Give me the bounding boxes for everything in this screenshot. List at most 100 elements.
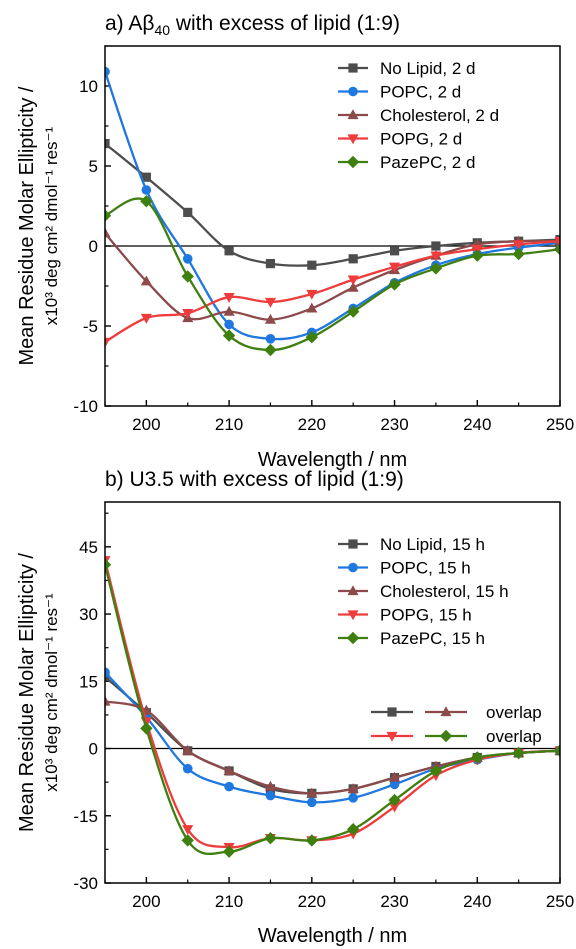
- y-axis-label-line2: x10³ deg cm² dmol⁻¹ res⁻¹: [42, 593, 61, 792]
- x-tick-label: 210: [215, 892, 243, 911]
- data-point-pazepc-15-h: [305, 834, 319, 847]
- data-point-popc-15-h: [105, 667, 110, 678]
- data-point-pazepc-15-h: [105, 558, 112, 571]
- chart-panel-b: b) U3.5 with excess of lipid (1:9) 200 210…: [16, 468, 574, 947]
- y-axis-label-line1: Mean Residue Molar Ellipticity /: [16, 86, 38, 365]
- data-point-popc-2-d: [265, 334, 276, 344]
- legend-label: POPC, 2 d: [380, 83, 461, 102]
- data-point-no-lipid-2-d: [224, 246, 234, 256]
- data-point-pazepc-2-d: [429, 262, 443, 275]
- plot-frame: [104, 501, 561, 884]
- x-axis-label: Wavelength / nm: [258, 449, 407, 471]
- data-point-pazepc-2-d: [222, 329, 236, 342]
- data-point-pazepc-2-d: [553, 242, 560, 256]
- legend-marker: [347, 585, 359, 596]
- data-point-cholesterol-15-h: [347, 783, 359, 794]
- data-point-popg-2-d: [347, 275, 359, 286]
- data-point-popc-2-d: [182, 253, 193, 264]
- data-point-popg-2-d: [105, 337, 111, 348]
- x-tick-label: 200: [132, 892, 160, 911]
- data-point-popg-15-h: [389, 802, 401, 813]
- data-point-no-lipid-2-d: [183, 207, 193, 217]
- data-point-popc-15-h: [389, 779, 400, 790]
- data-point-pazepc-2-d: [388, 278, 401, 291]
- plot-frame: [104, 45, 561, 407]
- legend-marker: [347, 109, 359, 120]
- legend-label: PazePC, 2 d: [380, 153, 475, 172]
- x-axis-label: Wavelength / nm: [258, 925, 407, 947]
- legend-label: PazePC, 15 h: [380, 629, 485, 648]
- overlap-marker: [440, 706, 452, 717]
- overlap-label: overlap: [486, 727, 542, 746]
- data-point-popc-2-d: [141, 185, 152, 195]
- data-point-cholesterol-15-h: [306, 787, 318, 798]
- legend-label: Cholesterol, 2 d: [380, 106, 499, 125]
- data-point-popg-15-h: [182, 825, 194, 835]
- data-point-popc-2-d: [224, 319, 234, 330]
- x-tick-label: 240: [463, 415, 491, 434]
- x-tick-label: 210: [215, 415, 243, 434]
- y-tick-label: -10: [73, 397, 98, 416]
- data-point-popg-2-d: [430, 251, 442, 262]
- legend-label: No Lipid, 15 h: [380, 535, 485, 554]
- data-point-no-lipid-2-d: [105, 139, 110, 149]
- series-line-pazepc-2-d: [105, 197, 560, 352]
- y-tick-label: -15: [73, 807, 98, 826]
- data-point-pazepc-2-d: [471, 249, 484, 262]
- x-tick-label: 220: [298, 415, 326, 434]
- data-point-no-lipid-2-d: [265, 259, 276, 269]
- data-point-pazepc-2-d: [181, 270, 194, 283]
- chart-title: b) U3.5 with excess of lipid (1:9): [105, 468, 404, 491]
- data-point-cholesterol-2-d: [140, 275, 152, 286]
- x-tick-label: 230: [380, 892, 408, 911]
- legend-marker: [346, 631, 360, 645]
- y-axis-label-line2: x10³ deg cm² dmol⁻¹ res⁻¹: [42, 126, 61, 325]
- data-point-cholesterol-2-d: [264, 313, 276, 324]
- legend-marker: [348, 86, 358, 97]
- y-tick-label: 0: [89, 740, 98, 759]
- data-point-popg-2-d: [182, 309, 194, 319]
- data-point-popg-15-h: [105, 556, 111, 567]
- data-point-pazepc-2-d: [512, 247, 525, 261]
- data-point-pazepc-2-d: [305, 330, 319, 344]
- chart-title: a) Aβ40 with excess of lipid (1:9): [105, 12, 400, 38]
- y-tick-label: 45: [79, 538, 98, 557]
- data-point-cholesterol-15-h: [389, 771, 401, 782]
- legend-marker: [348, 539, 358, 549]
- data-point-no-lipid-2-d: [389, 246, 400, 256]
- data-point-pazepc-15-h: [388, 793, 401, 807]
- x-tick-label: 230: [380, 415, 408, 434]
- x-tick-label: 250: [546, 415, 574, 434]
- data-point-no-lipid-2-d: [307, 260, 317, 270]
- data-point-pazepc-15-h: [140, 722, 153, 735]
- legend-marker: [348, 63, 358, 73]
- data-point-no-lipid-2-d: [141, 172, 151, 182]
- data-point-no-lipid-2-d: [348, 254, 358, 264]
- overlap-marker: [386, 731, 398, 742]
- legend-label: POPC, 15 h: [380, 559, 471, 578]
- data-point-popg-2-d: [306, 289, 318, 300]
- data-point-cholesterol-15-h: [264, 780, 276, 791]
- plot-area: [105, 66, 560, 357]
- data-point-popc-15-h: [348, 793, 358, 803]
- legend: No Lipid, 15 h POPC, 15 h Cholesterol, 15 …: [338, 535, 542, 746]
- legend: No Lipid, 2 d POPC, 2 d Cholesterol, 2 d PO…: [338, 59, 499, 172]
- legend-label: No Lipid, 2 d: [380, 59, 475, 78]
- data-point-cholesterol-2-d: [105, 227, 111, 238]
- data-point-pazepc-15-h: [346, 823, 360, 836]
- series-line-popg-2-d: [105, 240, 560, 343]
- y-tick-label: 30: [79, 605, 98, 624]
- series-line-cholesterol-2-d: [105, 232, 560, 321]
- y-tick-label: 10: [79, 77, 98, 96]
- data-point-pazepc-2-d: [346, 305, 360, 318]
- data-point-cholesterol-15-h: [182, 745, 194, 755]
- data-point-pazepc-15-h: [512, 746, 525, 760]
- data-point-pazepc-2-d: [140, 194, 153, 208]
- overlap-label: overlap: [486, 703, 542, 722]
- data-point-popc-15-h: [265, 790, 276, 801]
- y-tick-label: -5: [83, 317, 98, 336]
- overlap-marker: [387, 707, 397, 717]
- legend-label: Cholesterol, 15 h: [380, 582, 509, 601]
- y-axis-label-line1: Mean Residue Molar Ellipticity /: [16, 553, 38, 832]
